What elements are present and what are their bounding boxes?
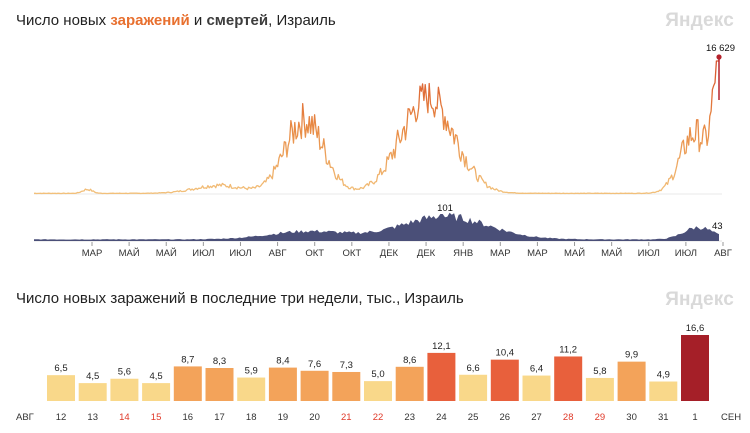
bar bbox=[364, 381, 392, 401]
bar-value-label: 8,3 bbox=[213, 356, 226, 367]
deaths-legend-word: смертей bbox=[206, 12, 269, 29]
month-tick-label: МАЙ bbox=[119, 247, 140, 259]
bottom-chart-title: Число новых заражений в последние три не… bbox=[16, 290, 464, 307]
bar-category-label: 20 bbox=[309, 412, 320, 423]
bar-category-label: 18 bbox=[246, 412, 257, 423]
bar-value-label: 8,7 bbox=[181, 354, 194, 365]
bar bbox=[237, 377, 266, 401]
peak-infections-label: 16 629 bbox=[706, 43, 735, 54]
bar-category-label: 21 bbox=[341, 412, 352, 423]
bar-category-label: 29 bbox=[595, 412, 606, 423]
bar bbox=[681, 335, 709, 401]
axis-left-month-label: АВГ bbox=[16, 412, 34, 423]
bar-value-label: 16,6 bbox=[686, 323, 705, 334]
month-tick-label: МАР bbox=[490, 248, 511, 259]
bar-value-label: 12,1 bbox=[432, 341, 451, 352]
bar-value-label: 4,9 bbox=[657, 370, 670, 381]
bar-category-label: 30 bbox=[626, 412, 637, 423]
bar-category-label: 24 bbox=[436, 412, 447, 423]
bar-value-label: 5,0 bbox=[371, 369, 384, 380]
bar-chart: 6,5124,5135,6144,5158,7168,3175,9188,419… bbox=[16, 323, 741, 423]
infections-deaths-chart: 16 629 101 43 МАР МАЙ МАЙ ИЮЛ ИЮЛ АВГ ОКТ ОКТ ДЕ… bbox=[34, 43, 735, 259]
bar bbox=[459, 374, 488, 401]
infections-series-line bbox=[34, 60, 719, 195]
bar-value-label: 7,3 bbox=[340, 360, 353, 371]
bar-category-label: 22 bbox=[373, 412, 384, 423]
month-tick-label: МАЙ bbox=[564, 247, 585, 259]
bar-category-label: 25 bbox=[468, 412, 479, 423]
bar bbox=[110, 378, 139, 401]
bar-value-label: 5,6 bbox=[118, 367, 131, 378]
bar-category-label: 16 bbox=[183, 412, 194, 423]
month-tick-label: МАЙ bbox=[601, 247, 622, 259]
month-tick-label: ИЮЛ bbox=[675, 248, 697, 259]
bar-category-label: 19 bbox=[278, 412, 289, 423]
bar-series: 6,5124,5135,6144,5158,7168,3175,9188,419… bbox=[47, 323, 709, 423]
bar bbox=[268, 367, 297, 401]
infections-legend-word: заражений bbox=[110, 12, 190, 29]
month-tick-label: ОКТ bbox=[305, 248, 324, 259]
top-chart-title: Число новых заражений и смертей, Израиль bbox=[16, 12, 336, 29]
bar-value-label: 6,6 bbox=[466, 363, 479, 374]
month-tick-label: АВГ bbox=[269, 248, 287, 259]
bar bbox=[585, 377, 614, 401]
bar bbox=[300, 370, 329, 401]
bar bbox=[332, 371, 361, 401]
bar-value-label: 6,4 bbox=[530, 364, 543, 375]
bar-category-label: 1 bbox=[692, 412, 697, 423]
last-deaths-label: 43 bbox=[712, 221, 723, 232]
month-tick-label: ЯНВ bbox=[453, 248, 473, 259]
bar bbox=[427, 352, 456, 401]
yandex-logo-top: Яндекс bbox=[665, 10, 734, 31]
bar bbox=[554, 356, 583, 401]
bar-category-label: 13 bbox=[87, 412, 98, 423]
bar bbox=[617, 361, 646, 401]
month-tick-label: МАР bbox=[527, 248, 548, 259]
bar-value-label: 5,9 bbox=[245, 366, 258, 377]
month-tick-label: ИЮЛ bbox=[229, 248, 251, 259]
bar-category-label: 12 bbox=[56, 412, 67, 423]
deaths-series-area bbox=[34, 212, 719, 241]
month-tick-label: ИЮЛ bbox=[192, 248, 214, 259]
bar-value-label: 6,5 bbox=[54, 363, 67, 374]
month-tick-label: АВГ bbox=[714, 248, 732, 259]
month-axis: МАР МАЙ МАЙ ИЮЛ ИЮЛ АВГ ОКТ ОКТ ДЕК ДЕК ЯНВ МАР МАР М… bbox=[82, 242, 732, 259]
bar bbox=[173, 366, 202, 401]
bar-category-label: 17 bbox=[214, 412, 225, 423]
bar bbox=[78, 383, 107, 401]
bar bbox=[47, 375, 75, 401]
bar bbox=[490, 359, 519, 401]
bar-value-label: 11,2 bbox=[559, 344, 577, 355]
bar bbox=[649, 381, 678, 401]
bar bbox=[205, 368, 234, 401]
peak-infections-dot bbox=[716, 54, 722, 60]
bar bbox=[395, 366, 424, 401]
bar-category-label: 26 bbox=[500, 412, 511, 423]
bar-value-label: 4,5 bbox=[149, 371, 162, 382]
bar-category-label: 15 bbox=[151, 412, 162, 423]
month-tick-label: ДЕК bbox=[417, 248, 436, 259]
bar-category-label: 23 bbox=[404, 412, 415, 423]
month-tick-label: МАР bbox=[82, 248, 103, 259]
month-tick-label: ИЮЛ bbox=[638, 248, 660, 259]
month-tick-label: ДЕК bbox=[380, 248, 399, 259]
month-tick-label: ОКТ bbox=[342, 248, 361, 259]
yandex-logo-bottom: Яндекс bbox=[665, 289, 734, 310]
bar-value-label: 8,4 bbox=[276, 356, 289, 367]
peak-deaths-label: 101 bbox=[437, 203, 453, 214]
bar-category-label: 31 bbox=[658, 412, 669, 423]
bar-value-label: 4,5 bbox=[86, 371, 99, 382]
month-tick-label: МАЙ bbox=[156, 247, 177, 259]
bar-category-label: 14 bbox=[119, 412, 130, 423]
bar bbox=[142, 383, 171, 401]
bar-value-label: 8,6 bbox=[403, 355, 416, 366]
bar-category-label: 28 bbox=[563, 412, 574, 423]
bar-value-label: 10,4 bbox=[496, 348, 515, 359]
axis-right-month-label: СЕН bbox=[721, 412, 741, 423]
bar-category-label: 27 bbox=[531, 412, 542, 423]
bar-value-label: 7,6 bbox=[308, 359, 321, 370]
bar bbox=[522, 375, 551, 401]
bar-value-label: 9,9 bbox=[625, 350, 638, 361]
bar-value-label: 5,8 bbox=[593, 366, 606, 377]
